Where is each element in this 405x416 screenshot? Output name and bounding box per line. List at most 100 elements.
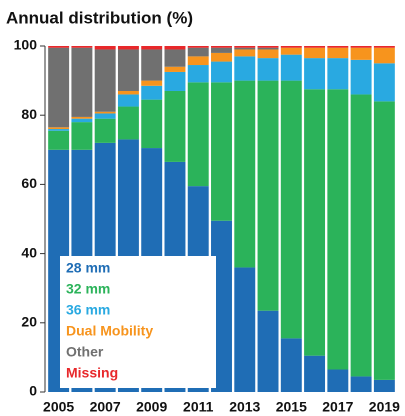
bar-segment	[94, 113, 116, 119]
bar-segment	[164, 46, 186, 50]
x-tick-label: 2019	[369, 399, 400, 415]
bar-segment	[327, 58, 349, 90]
legend-entry: 28 mm	[66, 260, 110, 276]
bar-segment	[117, 90, 139, 95]
bar-segment	[257, 49, 279, 59]
legend-entry: 36 mm	[66, 302, 110, 318]
bar-segment	[48, 127, 70, 130]
bar-segment	[48, 129, 70, 131]
bar-segment	[141, 46, 163, 50]
bar-segment	[211, 61, 232, 83]
bar-segment	[327, 46, 349, 48]
bar-segment	[94, 49, 116, 112]
bar-segment	[373, 46, 395, 48]
bar-segment	[164, 71, 186, 91]
bar-segment	[350, 46, 372, 48]
bar-segment	[280, 47, 302, 55]
bar-segment	[71, 47, 93, 117]
bar-segment	[257, 310, 279, 392]
bar-segment	[211, 82, 232, 221]
y-tick-label: 0	[29, 383, 37, 399]
bar-segment	[373, 379, 395, 392]
bar-segment	[234, 56, 256, 81]
bar-segment	[211, 46, 232, 48]
bar-segment	[141, 49, 163, 81]
bar-segment	[117, 106, 139, 140]
bar-segment	[141, 80, 163, 86]
bar-segment	[187, 82, 209, 187]
bar-segment	[94, 111, 116, 114]
bar-segment	[257, 46, 279, 48]
bar-segment	[234, 49, 256, 57]
x-tick-label: 2017	[322, 399, 353, 415]
x-tick-label: 2007	[90, 399, 121, 415]
bar-segment	[117, 94, 139, 107]
bar-segment	[117, 49, 139, 91]
bar-segment	[350, 47, 372, 60]
x-tick-label: 2013	[229, 399, 260, 415]
bar-segment	[304, 355, 326, 392]
bar-segment	[94, 118, 116, 143]
bar-segment	[164, 90, 186, 162]
bar-segment	[141, 99, 163, 149]
bar-segment	[280, 80, 302, 339]
bar-segment	[71, 122, 93, 150]
bar-segment	[373, 63, 395, 102]
bar-segment	[94, 46, 116, 50]
bar-segment	[234, 80, 256, 268]
bar-segment	[304, 58, 326, 90]
bar-segment	[187, 65, 209, 83]
bar-segment	[187, 46, 209, 48]
x-tick-label: 2009	[136, 399, 167, 415]
bar-segment	[350, 59, 372, 95]
y-tick-label: 80	[21, 106, 37, 122]
bar-segment	[327, 369, 349, 392]
bar-segment	[187, 47, 209, 57]
legend-entry: Missing	[66, 365, 118, 381]
bar-segment	[164, 66, 186, 72]
bar-segment	[280, 338, 302, 392]
legend-entry: 32 mm	[66, 281, 110, 297]
bar-segment	[327, 89, 349, 370]
legend-entry: Dual Mobility	[66, 323, 153, 339]
bar-segment	[304, 46, 326, 48]
bar-segment	[234, 47, 256, 50]
bar-segment	[257, 58, 279, 81]
bar-segment	[350, 376, 372, 392]
bar-segment	[304, 89, 326, 356]
y-tick-label: 60	[21, 175, 37, 191]
bar-segment	[211, 220, 232, 392]
x-tick-label: 2015	[276, 399, 307, 415]
bar-segment	[280, 54, 302, 81]
bar-segment	[304, 47, 326, 59]
bar-segment	[71, 116, 93, 119]
bar-segment	[117, 46, 139, 50]
bar-segment	[141, 85, 163, 100]
y-tick-label: 40	[21, 244, 37, 260]
legend-entry: Other	[66, 344, 104, 360]
bar-segment	[48, 47, 70, 128]
bar-segment	[211, 52, 232, 62]
bar-segment	[257, 80, 279, 311]
bar-segment	[71, 46, 93, 48]
x-tick-label: 2011	[183, 399, 214, 415]
bar-segment	[373, 101, 395, 380]
legend-box	[60, 256, 216, 388]
bar-segment	[48, 130, 70, 150]
bar-segment	[234, 267, 256, 392]
x-tick-label: 2005	[43, 399, 74, 415]
bar-segment	[350, 94, 372, 377]
bar-segment	[164, 49, 186, 67]
bar-segment	[327, 47, 349, 59]
y-tick-label: 100	[14, 37, 38, 53]
bar-segment	[234, 46, 256, 48]
bar-segment	[257, 47, 279, 50]
bar-segment	[373, 47, 395, 64]
chart-title: Annual distribution (%)	[6, 8, 193, 27]
bar-segment	[211, 47, 232, 53]
bar-segment	[48, 46, 70, 48]
bar-segment	[280, 46, 302, 48]
y-tick-label: 20	[21, 314, 37, 330]
bar-segment	[71, 118, 93, 123]
